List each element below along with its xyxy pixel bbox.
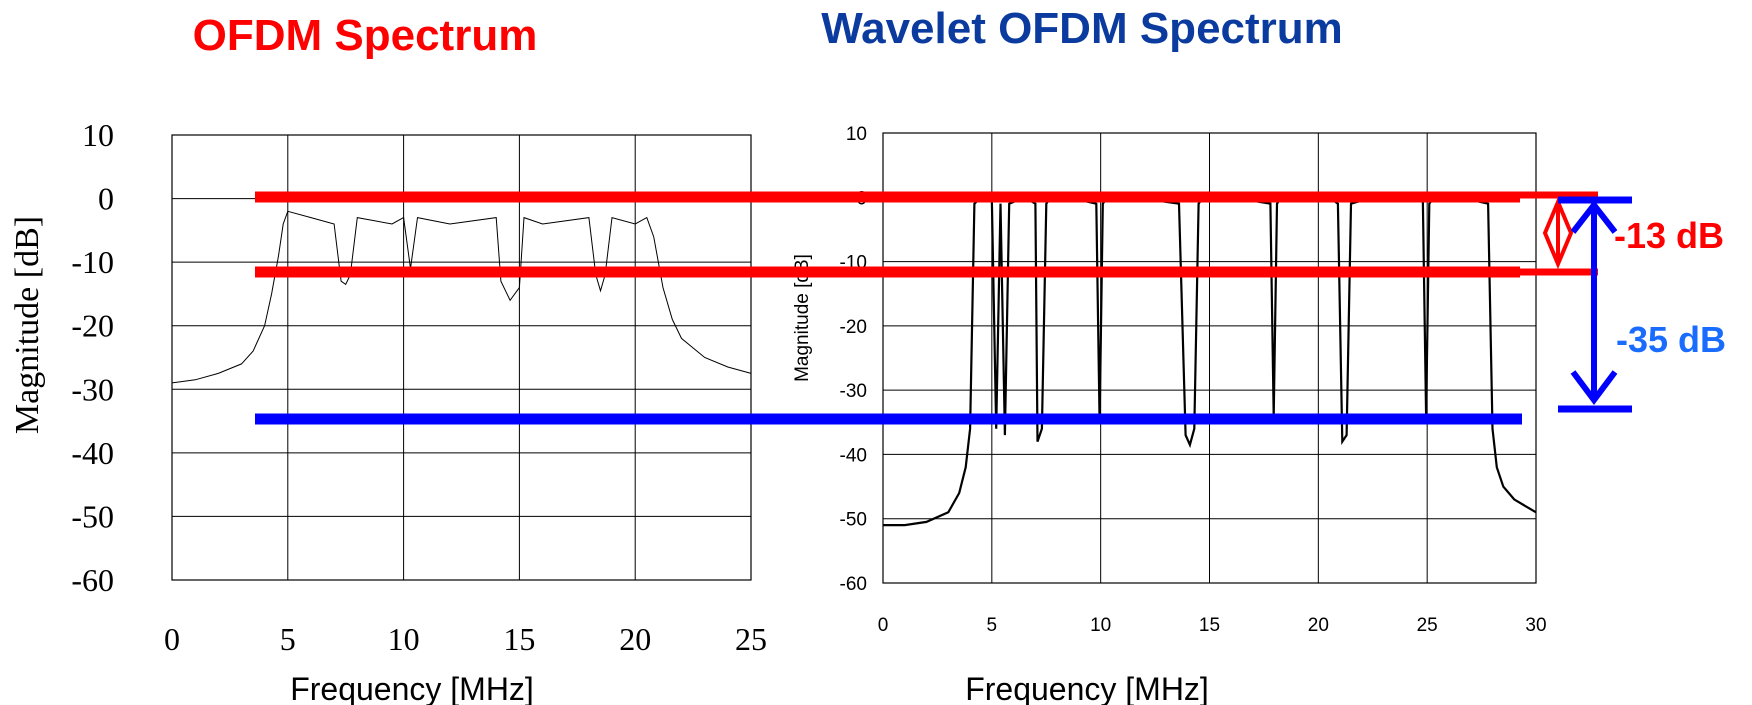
- y-tick-label: -30: [840, 381, 867, 402]
- y-tick-label: -50: [71, 498, 114, 534]
- x-tick-label: 0: [878, 615, 889, 636]
- bracket-minus13db: -13 dB: [1510, 191, 1724, 276]
- x-tick-label: 15: [1199, 615, 1220, 636]
- annotation-35db: -35 dB: [1616, 319, 1726, 360]
- x-tick-label: 20: [1308, 615, 1329, 636]
- y-tick-label: -60: [71, 562, 114, 598]
- y-tick-label: -40: [71, 435, 114, 471]
- arrow-up-blue-icon: [1570, 200, 1618, 234]
- double-arrow-red-icon: [1542, 196, 1574, 270]
- annotation-13db: -13 dB: [1614, 215, 1724, 256]
- x-tick-label: 5: [280, 621, 296, 657]
- y-tick-label: -60: [840, 574, 867, 595]
- right-x-axis-label: Frequency [MHz]: [965, 671, 1209, 705]
- y-tick-label: -20: [71, 308, 114, 344]
- x-tick-label: 15: [503, 621, 535, 657]
- y-tick-label: -20: [840, 317, 867, 338]
- y-tick-label: 10: [846, 124, 867, 145]
- y-tick-label: -50: [840, 510, 867, 531]
- x-tick-label: 5: [987, 615, 998, 636]
- chart-title-wavelet-ofdm: Wavelet OFDM Spectrum: [821, 4, 1343, 53]
- right-x-tick-labels: 0 5 10 15 20 25 30: [878, 615, 1547, 636]
- x-tick-label: 30: [1525, 615, 1546, 636]
- left-y-axis-label: Magnitude [dB]: [9, 216, 46, 434]
- left-grid: [171, 134, 752, 581]
- left-y-tick-labels: 10 0 -10 -20 -30 -40 -50 -60: [71, 117, 114, 598]
- right-grid: [882, 132, 1537, 584]
- ofdm-spectrum-chart: 10 0 -10 -20 -30 -40 -50 -60 0 5 10 15 20 25 Frequen…: [9, 117, 767, 705]
- y-tick-label: -10: [71, 244, 114, 280]
- ofdm-spectrum-series-line: [171, 210, 752, 384]
- left-x-axis-label: Frequency [MHz]: [290, 671, 534, 705]
- x-tick-label: 20: [619, 621, 651, 657]
- y-tick-label: 0: [98, 181, 114, 217]
- left-x-tick-labels: 0 5 10 15 20 25: [164, 621, 767, 657]
- y-tick-label: -40: [840, 445, 867, 466]
- right-y-axis-label: Magnitude [dB]: [792, 254, 813, 382]
- y-tick-label: 10: [82, 117, 114, 153]
- arrow-down-blue-icon: [1570, 370, 1618, 405]
- chart-title-ofdm: OFDM Spectrum: [193, 11, 538, 60]
- x-tick-label: 10: [388, 621, 420, 657]
- x-tick-label: 25: [1417, 615, 1438, 636]
- x-tick-label: 10: [1090, 615, 1111, 636]
- bracket-minus35db: -35 dB: [1558, 196, 1726, 413]
- y-tick-label: -30: [71, 371, 114, 407]
- x-tick-label: 0: [164, 621, 180, 657]
- x-tick-label: 25: [735, 621, 767, 657]
